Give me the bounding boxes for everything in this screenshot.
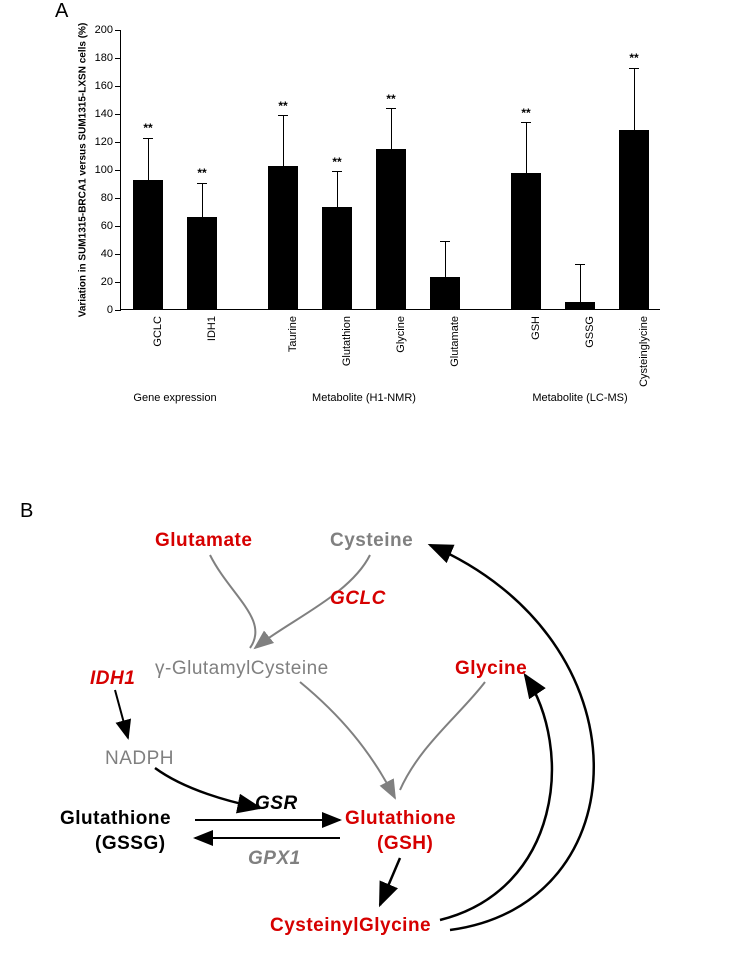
- panel-b-diagram: Glutamate Cysteine GCLC γ-GlutamylCysteine G…: [0, 490, 741, 970]
- error-cap: [629, 68, 639, 69]
- error-bar: [337, 172, 338, 207]
- error-cap: [332, 171, 342, 172]
- error-bar: [445, 242, 446, 277]
- diagram-node-cysgly: CysteinylGlycine: [270, 915, 431, 937]
- y-tick-label: 100: [81, 164, 113, 176]
- bar: [133, 180, 163, 309]
- chart-plot-area: Variation in SUM1315-BRCA1 versus SUM131…: [120, 30, 660, 310]
- significance-marker: **: [332, 155, 341, 169]
- error-cap: [278, 115, 288, 116]
- x-tick-label: Cysteinglycine: [638, 316, 650, 387]
- error-bar: [580, 264, 581, 302]
- y-tick: [115, 58, 121, 59]
- y-tick: [115, 142, 121, 143]
- x-tick-label: GSH: [530, 316, 542, 340]
- y-tick-label: 200: [81, 24, 113, 36]
- group-label: Gene expression: [133, 392, 216, 404]
- error-cap: [386, 108, 396, 109]
- y-tick-label: 180: [81, 52, 113, 64]
- bar: [511, 173, 541, 309]
- x-tick-label: GCLC: [152, 316, 164, 347]
- y-tick-label: 120: [81, 136, 113, 148]
- significance-marker: **: [143, 121, 152, 135]
- error-bar: [283, 116, 284, 166]
- diagram-node-gssg1: Glutathione: [60, 808, 171, 830]
- bar: [268, 166, 298, 309]
- y-tick: [115, 254, 121, 255]
- diagram-node-gssg2: (GSSG): [95, 833, 166, 855]
- bar: [187, 217, 217, 309]
- significance-marker: **: [629, 51, 638, 65]
- y-tick-label: 80: [81, 192, 113, 204]
- error-cap: [575, 264, 585, 265]
- error-cap: [440, 241, 450, 242]
- y-tick-label: 60: [81, 220, 113, 232]
- significance-marker: **: [278, 99, 287, 113]
- y-tick: [115, 198, 121, 199]
- x-tick-label: GSSG: [584, 316, 596, 348]
- x-tick-label: Taurine: [287, 316, 299, 352]
- y-tick: [115, 310, 121, 311]
- x-tick-label: Glycine: [395, 316, 407, 353]
- error-cap: [143, 138, 153, 139]
- y-tick-label: 0: [81, 304, 113, 316]
- diagram-node-gpx1: GPX1: [248, 848, 301, 870]
- diagram-node-gclc: GCLC: [330, 588, 386, 610]
- y-tick-label: 140: [81, 108, 113, 120]
- y-tick: [115, 226, 121, 227]
- error-bar: [634, 68, 635, 130]
- diagram-node-glycine: Glycine: [455, 658, 527, 680]
- bar: [619, 130, 649, 309]
- error-bar: [148, 138, 149, 180]
- y-tick: [115, 170, 121, 171]
- diagram-node-gsh2: (GSH): [377, 833, 433, 855]
- bar: [322, 207, 352, 309]
- diagram-node-glutamate: Glutamate: [155, 530, 252, 552]
- diagram-svg: [0, 490, 741, 970]
- error-bar: [526, 123, 527, 173]
- y-tick: [115, 114, 121, 115]
- panel-a-chart: Variation in SUM1315-BRCA1 versus SUM131…: [60, 10, 680, 410]
- y-tick-label: 160: [81, 80, 113, 92]
- group-label: Metabolite (LC-MS): [532, 392, 627, 404]
- y-tick: [115, 30, 121, 31]
- y-tick-label: 20: [81, 276, 113, 288]
- significance-marker: **: [386, 92, 395, 106]
- diagram-node-idh1: IDH1: [90, 668, 135, 690]
- y-tick-label: 40: [81, 248, 113, 260]
- error-bar: [391, 109, 392, 150]
- bar: [565, 302, 595, 309]
- error-bar: [202, 183, 203, 217]
- error-cap: [197, 183, 207, 184]
- diagram-node-cysteine: Cysteine: [330, 530, 413, 552]
- diagram-node-nadph: NADPH: [105, 748, 174, 770]
- x-tick-label: Glutamate: [449, 316, 461, 367]
- y-tick: [115, 86, 121, 87]
- group-label: Metabolite (H1-NMR): [312, 392, 416, 404]
- x-tick-label: IDH1: [206, 316, 218, 341]
- bar: [430, 277, 460, 309]
- diagram-node-gsh1: Glutathione: [345, 808, 456, 830]
- x-tick-label: Glutathion: [341, 316, 353, 366]
- diagram-node-gsr: GSR: [255, 793, 298, 815]
- significance-marker: **: [197, 166, 206, 180]
- significance-marker: **: [521, 106, 530, 120]
- diagram-node-ggc: γ-GlutamylCysteine: [155, 658, 329, 680]
- bar: [376, 149, 406, 309]
- error-cap: [521, 122, 531, 123]
- y-tick: [115, 282, 121, 283]
